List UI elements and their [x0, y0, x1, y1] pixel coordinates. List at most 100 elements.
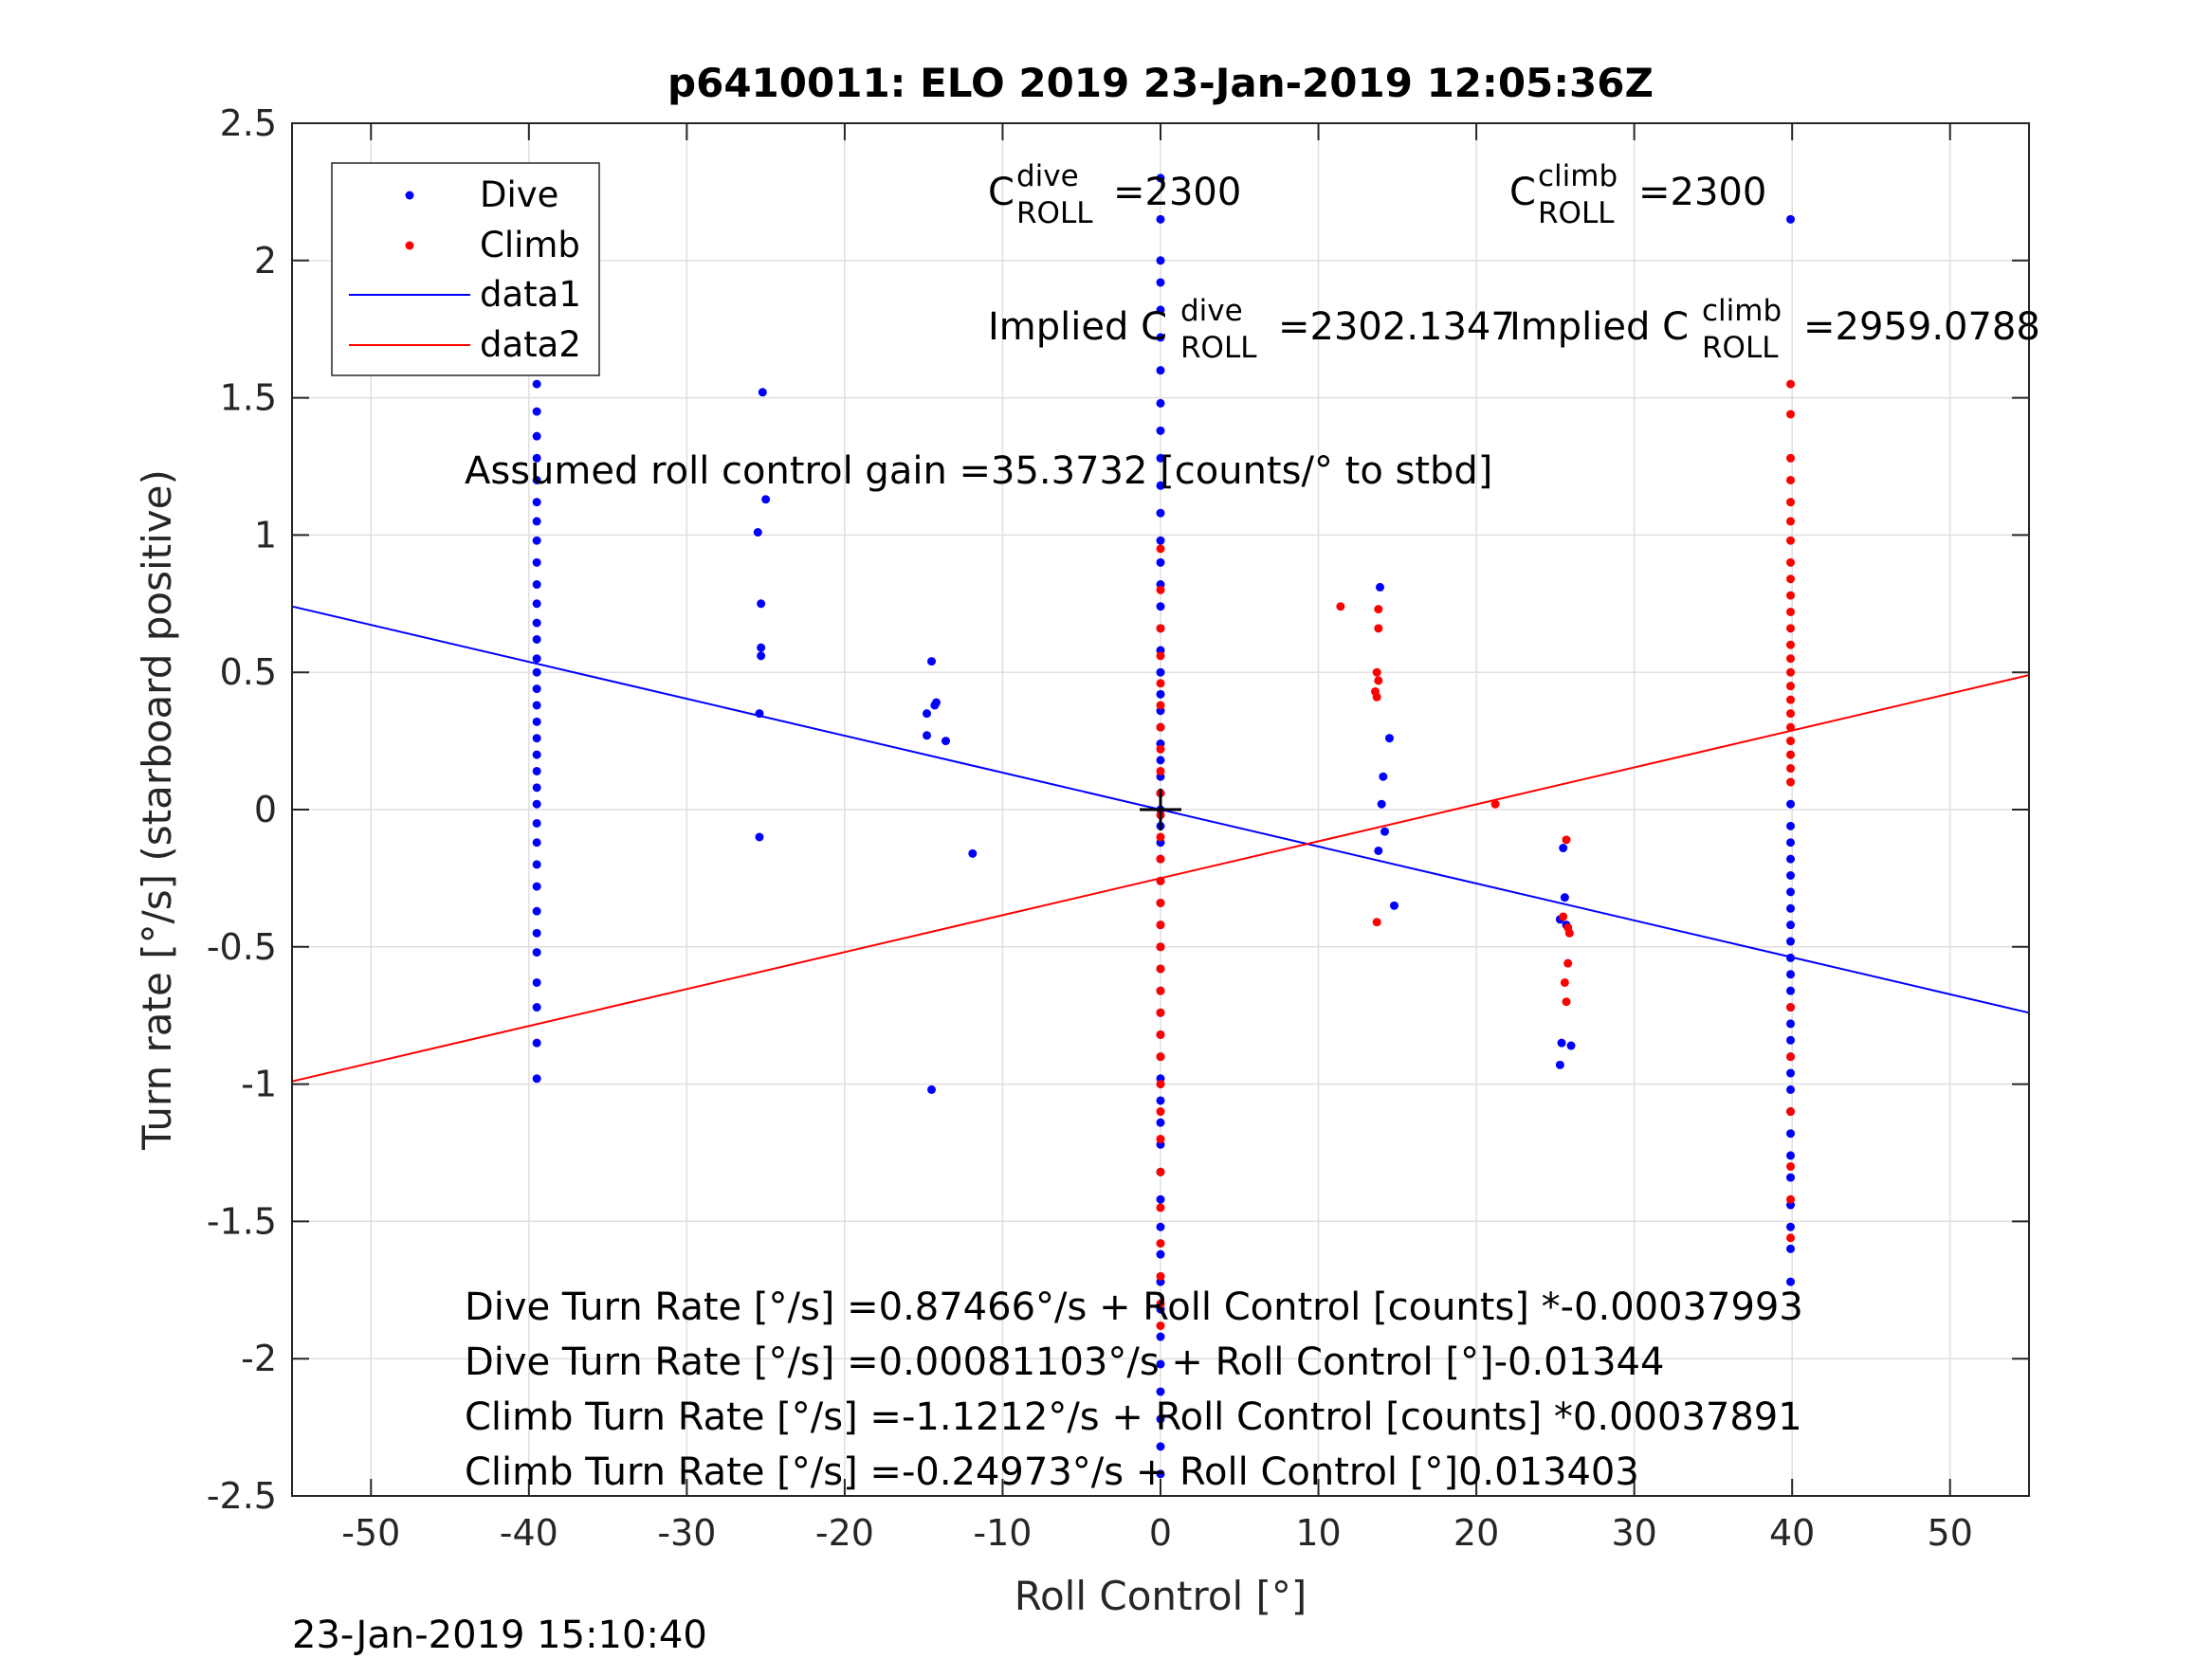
y-tick-label: 0.5: [220, 651, 277, 693]
implied-climb-sub: ROLL: [1702, 331, 1779, 365]
point-climb: [1156, 1135, 1165, 1144]
point-climb: [1786, 379, 1796, 389]
x-axis-label: Roll Control [°]: [1015, 1573, 1307, 1619]
point-dive: [1384, 734, 1394, 743]
point-climb: [1372, 918, 1381, 927]
point-dive: [1156, 1249, 1165, 1259]
point-dive: [927, 657, 937, 666]
point-dive: [532, 750, 541, 759]
axes-box: [291, 122, 2030, 1497]
legend: Dive Climb data1 data2: [331, 162, 600, 376]
point-climb: [1156, 898, 1165, 907]
point-dive: [757, 643, 766, 652]
point-climb: [1559, 912, 1568, 921]
legend-climb-marker: [405, 241, 414, 250]
point-climb: [1786, 517, 1796, 526]
point-dive: [1786, 953, 1796, 962]
point-climb: [1374, 676, 1383, 685]
point-dive: [1156, 278, 1165, 287]
point-climb: [1786, 764, 1796, 774]
point-dive: [1156, 602, 1165, 611]
point-dive: [1156, 453, 1165, 463]
point-dive: [1156, 1469, 1165, 1479]
point-climb: [1563, 958, 1573, 968]
point-dive: [1156, 426, 1165, 435]
point-climb: [1786, 536, 1796, 545]
point-dive: [532, 818, 541, 828]
x-tick-label: 30: [1611, 1512, 1656, 1554]
point-dive: [1786, 1068, 1796, 1078]
y-tick-label: -0.5: [207, 926, 277, 968]
c-climb-sub: ROLL: [1538, 196, 1615, 230]
y-tick-label: -1: [241, 1064, 277, 1105]
point-dive: [1377, 799, 1386, 809]
point-climb: [1786, 591, 1796, 600]
point-dive: [1389, 901, 1398, 910]
point-dive: [532, 684, 541, 694]
point-dive: [532, 517, 541, 526]
point-dive: [532, 536, 541, 545]
point-dive: [1786, 887, 1796, 897]
point-dive: [532, 799, 541, 809]
point-dive: [1786, 903, 1796, 913]
point-climb: [1156, 1052, 1165, 1062]
c-dive-value: =2300: [1113, 171, 1241, 214]
point-climb: [1562, 835, 1571, 845]
equation-climb-degrees: Climb Turn Rate [°/s] =-0.24973°/s + Rol…: [465, 1450, 1639, 1494]
point-climb: [1156, 1203, 1165, 1212]
gain-annotation: Assumed roll control gain =35.3732 [coun…: [465, 449, 1492, 493]
point-dive: [1786, 1085, 1796, 1094]
point-dive: [1786, 937, 1796, 946]
point-dive: [927, 1085, 937, 1094]
point-climb: [1156, 986, 1165, 995]
point-dive: [532, 580, 541, 590]
point-dive: [532, 977, 541, 987]
point-climb: [1786, 667, 1796, 677]
point-climb: [1156, 854, 1165, 864]
point-dive: [1786, 854, 1796, 864]
point-dive: [757, 599, 766, 609]
point-dive: [1380, 827, 1389, 836]
point-climb: [1372, 667, 1381, 677]
point-climb: [1374, 605, 1383, 614]
point-climb: [1786, 1161, 1796, 1171]
point-climb: [1156, 1030, 1165, 1039]
point-dive: [968, 848, 978, 858]
c-roll-climb-annotation: C climb ROLL =2300: [1509, 159, 1766, 230]
point-climb: [1336, 602, 1345, 611]
point-dive: [1156, 1222, 1165, 1231]
point-dive: [1555, 1060, 1564, 1069]
point-dive: [1786, 1244, 1796, 1253]
point-dive: [1560, 893, 1569, 902]
x-tick-label: -20: [815, 1512, 874, 1554]
point-climb: [1560, 977, 1569, 987]
point-climb: [1562, 997, 1571, 1007]
x-tick-label: 50: [1928, 1512, 1973, 1554]
x-tick-label: 10: [1295, 1512, 1341, 1554]
point-dive: [532, 1003, 541, 1012]
y-tick-label: -1.5: [207, 1200, 277, 1242]
point-dive: [1156, 333, 1165, 342]
point-dive: [532, 838, 541, 848]
point-dive: [1375, 582, 1384, 592]
point-dive: [1786, 1277, 1796, 1286]
point-dive: [1786, 214, 1796, 224]
point-dive: [532, 618, 541, 628]
point-dive: [1786, 1173, 1796, 1182]
point-dive: [532, 498, 541, 507]
point-dive: [1156, 398, 1165, 408]
point-dive: [1156, 508, 1165, 518]
y-tick-label: 1.5: [220, 377, 277, 419]
x-tick-label: 20: [1453, 1512, 1499, 1554]
point-dive: [923, 731, 932, 740]
point-climb: [1786, 777, 1796, 787]
implied-climb-value: =2959.0788: [1803, 305, 2040, 349]
x-tick-label: -30: [657, 1512, 716, 1554]
point-climb: [1156, 1080, 1165, 1089]
point-dive: [532, 948, 541, 957]
point-climb: [1786, 695, 1796, 704]
ticks: [292, 122, 2029, 1497]
point-climb: [1786, 1052, 1796, 1062]
point-climb: [1156, 921, 1165, 930]
legend-data2-label: data2: [480, 324, 581, 365]
